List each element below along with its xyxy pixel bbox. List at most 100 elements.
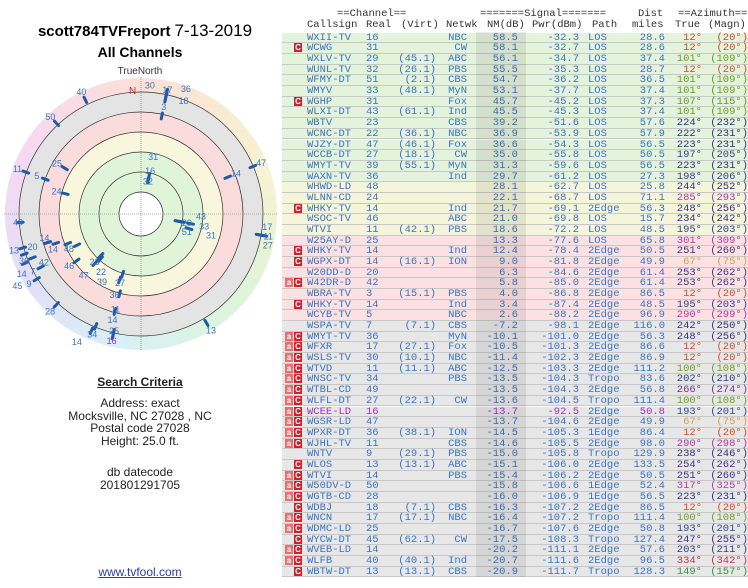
table-row[interactable]: WDMC-LD 25 -16.7 -107.6 2Edge 50.8 193° (201°) C… xyxy=(282,524,748,535)
distance-cell: 28.6 xyxy=(639,42,665,55)
report-date: 7-13-2019 xyxy=(174,21,253,40)
table-row[interactable]: WLNN-CD 24 22.1 -68.7 LOS 71.1 285° (293°) xyxy=(282,193,748,204)
table-row[interactable]: WHKY-TV 14 Ind 3.4 -87.4 2Edge 48.5 195° (203°) C xyxy=(282,299,748,311)
table-row[interactable]: WHWD-LD 48 28.1 -62.7 LOS 25.8 244° (252°) xyxy=(282,182,748,193)
table-row[interactable]: WYCW-DT 45 (62.1) CW -17.5 -108.3 Tropo 127.4 2… xyxy=(282,533,748,546)
magnetic-azimuth-cell: (20°) xyxy=(716,42,748,55)
cochannel-badge: C xyxy=(294,491,302,501)
table-row[interactable]: WJHL-TV 11 CBS -14.6 -105.5 2Edge 98.0 290° (298… xyxy=(282,438,748,450)
table-row[interactable]: WNSC-TV 34 PBS -13.5 -104.3 Tropo 83.6 202° (210… xyxy=(282,373,748,386)
magnetic-azimuth-cell: (20°) xyxy=(716,426,748,439)
table-row[interactable]: WSOC-TV 46 ABC 21.0 -69.8 LOS 15.7 234° (242°) xyxy=(282,214,748,225)
magnetic-azimuth-cell: (293°) xyxy=(710,191,748,204)
table-row[interactable]: WMYV 33 (48.1) MyN 53.1 -37.7 LOS 37.4 101° (109… xyxy=(282,86,748,97)
callsign-cell: WMYT-TV xyxy=(307,159,352,172)
table-row[interactable]: WGTB-CD 28 -16.0 -106.9 1Edge 56.5 223° (231°) C… xyxy=(282,492,748,503)
distance-cell: 57.9 xyxy=(639,127,665,140)
table-row[interactable]: WCNC-DT 22 (36.1) NBC 36.9 -53.9 LOS 57.9 222° (… xyxy=(282,129,748,140)
network-cell: CW xyxy=(454,149,467,162)
nm-cell: -15.1 xyxy=(486,458,518,471)
table-row[interactable]: WAXN-TV 36 Ind 29.7 -61.2 LOS 27.3 198° (206°) xyxy=(282,171,748,183)
path-cell: 1Edge xyxy=(588,490,620,503)
cochannel-badge: C xyxy=(294,353,302,363)
table-row[interactable]: WTBL-CD 49 -13.5 -104.3 2Edge 56.8 266° (274°) C… xyxy=(282,385,748,396)
channel-marker-label: 51 xyxy=(182,227,192,237)
table-row[interactable]: WUNL-TV 32 (26.1) PBS 55.5 -35.3 LOS 28.7 12° (2… xyxy=(282,63,748,76)
table-row[interactable]: WHKY-TV 14 Ind 12.4 -78.4 2Edge 50.5 251° (260°)… xyxy=(282,246,748,257)
table-row[interactable]: WHKY-TV 14 Ind 21.7 -69.1 2Edge 56.3 248° (256°)… xyxy=(282,203,748,215)
table-row[interactable]: WFMY-DT 51 (2.1) CBS 54.7 -36.2 LOS 36.5 101° (1… xyxy=(282,75,748,87)
channel-marker-label: 23 xyxy=(89,257,99,267)
true-azimuth-cell: 251° xyxy=(676,245,702,258)
table-row[interactable]: WLFL-DT 27 (22.1) CW -13.6 -104.5 Tropo 111.4 1… xyxy=(282,396,748,407)
table-row[interactable]: WPXR-DT 36 (38.1) ION -14.5 -105.3 1Edge 86.4 1… xyxy=(282,428,748,439)
table-row[interactable]: WJZY-DT 47 (46.1) Fox 36.6 -54.3 LOS 56.5 223° (… xyxy=(282,139,748,151)
table-row[interactable]: WTVD 11 (11.1) ABC -12.5 -103.3 2Edge 111.2 100… xyxy=(282,364,748,375)
table-row[interactable]: WGPX-DT 14 (16.1) ION 9.0 -81.8 2Edge 49.9 67° (… xyxy=(282,257,748,268)
distance-cell: 111.4 xyxy=(633,512,665,525)
table-row[interactable]: WTVI 11 (42.1) PBS 18.6 -72.2 LOS 48.5 195° (203… xyxy=(282,225,748,236)
table-row[interactable]: WSPA-TV 7 (7.1) CBS -7.2 -98.1 2Edge 116.0 242°… xyxy=(282,321,748,332)
table-row[interactable]: WCCB-DT 27 (18.1) CW 35.0 -55.8 LOS 50.5 197° (2… xyxy=(282,150,748,161)
table-row[interactable]: WCWG 31 CW 58.1 -32.7 LOS 28.6 12° (20°) C xyxy=(282,42,748,55)
power-cell: -101.0 xyxy=(541,330,579,343)
real-channel-cell: 20 xyxy=(366,266,379,279)
table-row[interactable]: WVEB-LD 14 -20.2 -111.1 2Edge 57.6 203° (211°) C… xyxy=(282,545,748,556)
tvfool-link[interactable]: www.tvfool.com xyxy=(98,565,182,579)
table-row[interactable]: WMYT-TV 39 (55.1) MyN 31.3 -59.6 LOS 56.5 223° (… xyxy=(282,161,748,172)
table-row[interactable]: WLXI-DT 43 (61.1) Ind 45.5 -45.3 LOS 37.4 101° (… xyxy=(282,106,748,119)
table-row[interactable]: WMYT-TV 36 MyN -10.1 -101.0 2Edge 56.3 248° (256… xyxy=(282,330,748,343)
channel-marker-label: 9 xyxy=(27,279,32,289)
table-row[interactable]: WBRA-TV 3 (15.1) PBS 4.0 -86.8 2Edge 86.5 12° (2… xyxy=(282,289,748,300)
real-channel-cell: 46 xyxy=(366,213,379,226)
virtual-channel-cell: (61.1) xyxy=(392,106,437,119)
power-cell: -106.0 xyxy=(541,458,579,471)
table-row[interactable]: WXII-TV 16 NBC 58.5 -32.3 LOS 28.6 12° (20°) xyxy=(282,32,748,44)
report-subtitle: All Channels xyxy=(97,44,183,60)
callsign-cell: WSOC-TV xyxy=(307,213,352,226)
true-azimuth-cell: 101° xyxy=(676,53,702,66)
table-row[interactable]: W20DD-D 20 6.3 -84.6 2Edge 61.4 253° (262°) xyxy=(282,266,748,279)
callsign-cell: WCWG xyxy=(307,42,333,55)
network-cell: NBC xyxy=(448,127,467,140)
table-row[interactable]: WBTV 23 CBS 39.2 -51.6 LOS 57.6 224° (232°) xyxy=(282,118,748,129)
real-channel-cell: 43 xyxy=(366,106,379,119)
table-row[interactable]: WGHP 31 Fox 45.7 -45.2 LOS 37.3 107° (115°) C xyxy=(282,97,748,108)
path-cell: 2Edge xyxy=(588,416,620,429)
nm-cell: -12.5 xyxy=(486,362,518,375)
real-channel-cell: 27 xyxy=(366,394,379,407)
magnetic-azimuth-cell: (20°) xyxy=(716,63,748,76)
virtual-channel-cell: (16.1) xyxy=(392,255,437,268)
table-row[interactable]: WDBJ 18 (7.1) CBS -16.3 -107.2 2Edge 86.5 12° (2… xyxy=(282,502,748,514)
table-row[interactable]: WFXR 17 (27.1) Fox -10.5 -101.3 2Edge 86.6 12° (… xyxy=(282,342,748,354)
cochannel-badge: C xyxy=(294,342,302,352)
callsign-cell: WTVD xyxy=(307,362,333,375)
real-channel-cell: 3 xyxy=(366,288,373,301)
db-datecode: db datecode 201801291705 xyxy=(0,466,280,491)
cochannel-badge: C xyxy=(294,523,302,533)
distance-cell: 65.8 xyxy=(639,234,665,247)
path-cell: Tropo xyxy=(588,533,620,546)
table-row[interactable]: WXLV-TV 29 (45.1) ABC 56.1 -34.7 LOS 37.4 101° (… xyxy=(282,54,748,65)
channel-marker-label: 7 xyxy=(30,267,35,277)
table-row[interactable]: WNCN 17 (17.1) NBC -16.4 -107.2 Tropo 111.4 100… xyxy=(282,513,748,524)
table-row[interactable]: WNTV 9 (29.1) PBS -15.0 -105.8 Tropo 129.9 238°… xyxy=(282,449,748,460)
table-row[interactable]: WCYB-TV 5 NBC 2.6 -88.2 2Edge 96.9 290° (299°) xyxy=(282,310,748,322)
power-cell: -104.3 xyxy=(541,373,579,386)
channel-marker-label: 25 xyxy=(109,326,119,336)
callsign-cell: WLFB xyxy=(307,555,333,568)
table-row[interactable]: WSLS-TV 30 (10.1) NBC -11.4 -102.3 2Edge 86.9 1… xyxy=(282,353,748,364)
table-row[interactable]: WLFB 40 (40.1) Ind -20.7 -111.6 2Edge 96.5 334°… xyxy=(282,556,748,567)
channel-marker-label: 40 xyxy=(76,87,86,97)
table-row[interactable]: WLOS 13 (13.1) ABC -15.1 -106.0 2Edge 133.5 254… xyxy=(282,460,748,471)
table-row[interactable]: WTVI 14 PBS -15.4 -106.2 2Edge 50.5 251° (260°) C… xyxy=(282,470,748,482)
path-cell: 2Edge xyxy=(588,384,620,397)
table-row[interactable]: WBTW-DT 13 (13.1) CBS -20.9 -111.7 Tropo 128.3… xyxy=(282,566,748,578)
path-cell: LOS xyxy=(588,106,607,119)
table-row[interactable]: W50DV-D 50 -15.8 -106.6 1Edge 52.4 317° (325°) C… xyxy=(282,481,748,492)
table-row[interactable]: W25AY-D 25 13.3 -77.6 LOS 65.8 301° (309°) xyxy=(282,234,748,247)
true-azimuth-cell: 12° xyxy=(683,352,702,365)
